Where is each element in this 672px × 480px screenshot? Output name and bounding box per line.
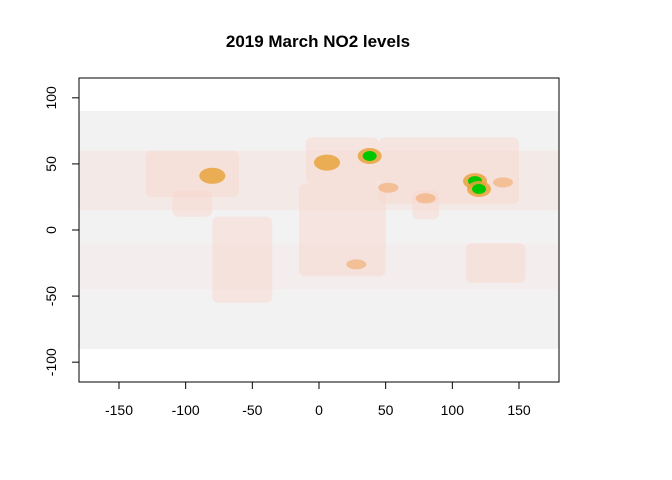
x-tick-label: -100 xyxy=(172,402,200,418)
hotspot-high xyxy=(314,154,340,171)
y-tick-label: -50 xyxy=(43,286,59,306)
x-tick-label: 150 xyxy=(507,402,531,418)
hotspot-peak xyxy=(472,184,486,195)
hotspot-peak xyxy=(362,150,377,161)
hotspot-medium xyxy=(378,182,399,193)
y-tick-label: 0 xyxy=(43,226,59,234)
x-axis: -150 -100 -50 0 50 100 150 xyxy=(105,381,531,418)
land-tint xyxy=(465,243,526,283)
x-tick-label: -50 xyxy=(242,402,262,418)
land-tint xyxy=(145,150,239,197)
x-tick-label: -150 xyxy=(105,402,133,418)
x-tick-label: 50 xyxy=(378,402,394,418)
hotspot-medium xyxy=(346,259,367,270)
x-tick-label: 100 xyxy=(441,402,465,418)
land-tint xyxy=(172,190,213,217)
y-tick-label: 100 xyxy=(43,86,59,110)
land-tint xyxy=(379,137,519,204)
land-tint xyxy=(212,216,273,303)
x-tick-label: 0 xyxy=(315,402,323,418)
no2-hotspots xyxy=(199,147,513,270)
y-axis: -100 -50 0 50 100 xyxy=(43,86,80,376)
land-tint xyxy=(299,183,386,277)
hotspot-medium xyxy=(493,177,513,188)
hotspot-medium xyxy=(415,193,436,204)
hotspot-high xyxy=(199,167,226,184)
y-tick-label: 50 xyxy=(43,156,59,172)
y-tick-label: -100 xyxy=(43,348,59,376)
chart-title: 2019 March NO2 levels xyxy=(226,32,410,51)
no2-raster xyxy=(79,111,559,349)
land-tint xyxy=(305,137,379,184)
